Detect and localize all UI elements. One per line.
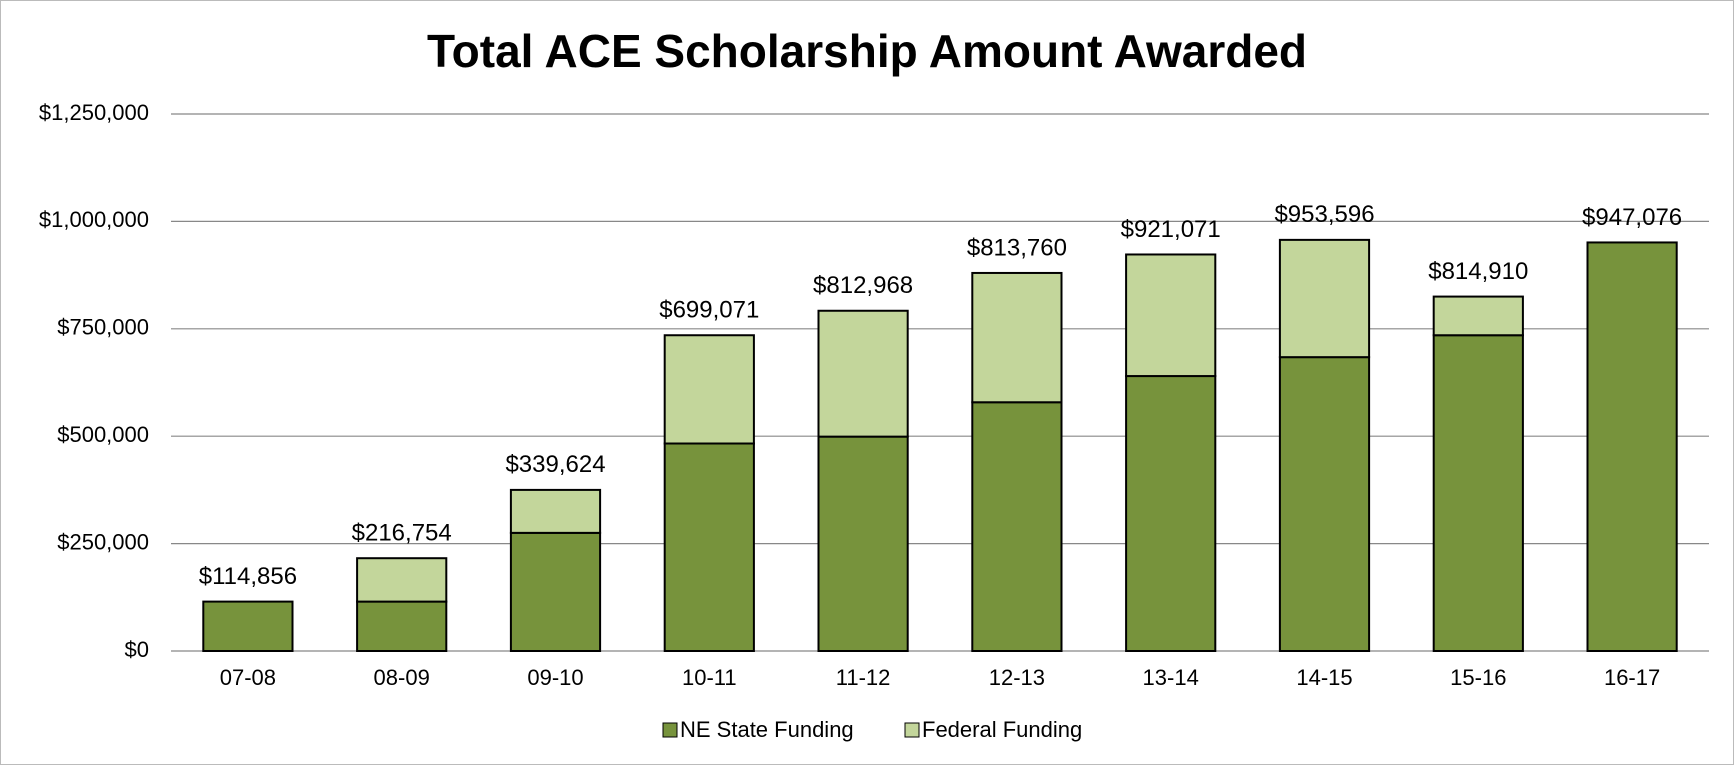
bar-segment bbox=[663, 442, 755, 652]
x-tick-label: 10-11 bbox=[682, 665, 737, 690]
y-tick-label: $500,000 bbox=[57, 422, 149, 447]
total-label: $339,624 bbox=[505, 451, 605, 478]
x-tick-label: 09-10 bbox=[527, 665, 583, 690]
x-tick-label: 08-09 bbox=[374, 665, 430, 690]
bar-segment bbox=[971, 271, 1063, 404]
legend-label: NE State Funding bbox=[680, 717, 854, 742]
total-label: $814,910 bbox=[1428, 258, 1528, 285]
x-tick-label: 15-16 bbox=[1450, 665, 1506, 690]
legend-swatch bbox=[904, 722, 920, 738]
x-tick-label: 12-13 bbox=[989, 665, 1045, 690]
x-tick-label: 07-08 bbox=[220, 665, 276, 690]
total-label: $953,596 bbox=[1274, 201, 1374, 228]
bar-segment bbox=[1125, 253, 1217, 378]
bar-segment bbox=[663, 334, 755, 445]
legend-swatch bbox=[662, 722, 678, 738]
y-tick-label: $1,250,000 bbox=[39, 100, 149, 125]
bar-segment bbox=[1125, 375, 1217, 652]
total-label: $812,968 bbox=[813, 272, 913, 299]
bar-segment bbox=[817, 435, 909, 653]
total-label: $699,071 bbox=[659, 297, 759, 324]
y-tick-label: $1,000,000 bbox=[39, 207, 149, 232]
bar-segment bbox=[1432, 295, 1524, 337]
total-label: $813,760 bbox=[967, 234, 1067, 261]
bar-segment bbox=[1432, 334, 1524, 652]
bar-segment bbox=[817, 309, 909, 438]
y-tick-label: $0 bbox=[125, 637, 149, 662]
bar-segment bbox=[356, 600, 448, 653]
total-label: $114,856 bbox=[199, 563, 297, 590]
total-label: $947,076 bbox=[1582, 204, 1682, 231]
x-tick-label: 13-14 bbox=[1143, 665, 1199, 690]
total-label: $921,071 bbox=[1121, 216, 1221, 243]
chart-title: Total ACE Scholarship Amount Awarded bbox=[427, 25, 1307, 77]
y-tick-label: $250,000 bbox=[57, 529, 149, 554]
y-tick-label: $750,000 bbox=[57, 315, 149, 340]
bar-segment bbox=[509, 531, 602, 652]
total-label: $216,754 bbox=[352, 520, 452, 547]
bar-segment bbox=[356, 557, 448, 603]
x-tick-label: 16-17 bbox=[1604, 665, 1660, 690]
bar-segment bbox=[1586, 241, 1678, 652]
x-tick-label: 11-12 bbox=[836, 665, 891, 690]
bar-segment bbox=[202, 600, 294, 653]
bar-segment bbox=[1278, 356, 1371, 652]
bar-segment bbox=[971, 401, 1063, 652]
legend-label: Federal Funding bbox=[922, 717, 1082, 742]
bar-segment bbox=[1278, 238, 1371, 359]
bar-segment bbox=[509, 488, 602, 534]
x-tick-label: 14-15 bbox=[1296, 665, 1352, 690]
